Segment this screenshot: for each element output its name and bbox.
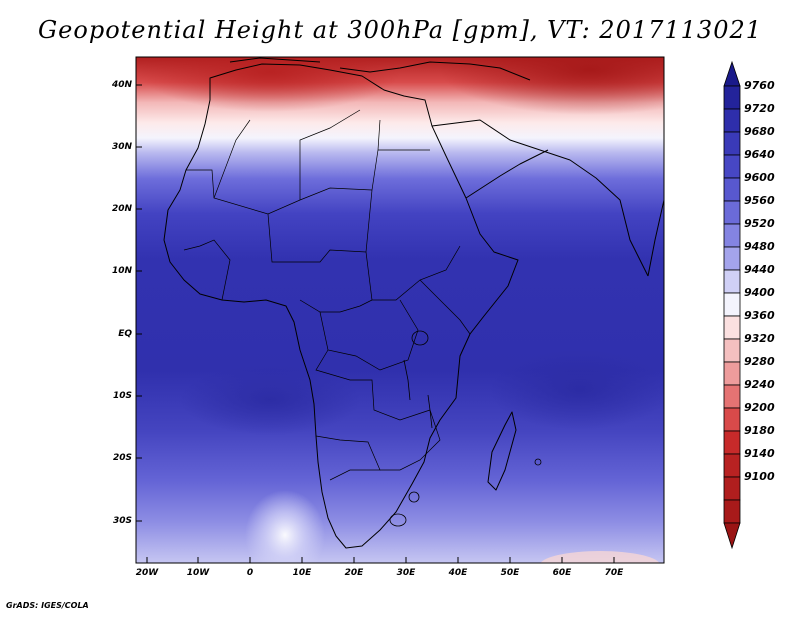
lat-label-40n: 40N <box>111 80 132 90</box>
lakes <box>389 330 542 527</box>
lon-label-60e: 60E <box>552 568 572 578</box>
country-borders <box>183 109 471 481</box>
lat-label-30n: 30N <box>111 142 132 152</box>
lon-label-70e: 70E <box>604 568 624 578</box>
colorbar-label-9360: 9360 <box>744 309 775 322</box>
colorbar-label-9760: 9760 <box>744 79 775 92</box>
height-field <box>136 57 664 563</box>
lon-label-50e: 50E <box>500 568 520 578</box>
colorbar-label-9480: 9480 <box>744 240 775 253</box>
credit-text: GrADS: IGES/COLA <box>6 601 89 610</box>
lat-label-30s: 30S <box>112 516 132 526</box>
lon-label-10w: 10W <box>186 568 210 578</box>
colorbar-label-9200: 9200 <box>744 401 775 414</box>
lon-label-20w: 20W <box>135 568 159 578</box>
lon-label-10e: 10E <box>292 568 312 578</box>
lat-label-eq: EQ <box>118 329 132 339</box>
colorbar-label-9280: 9280 <box>744 355 775 368</box>
coastlines <box>163 57 664 549</box>
lon-label-40e: 40E <box>448 568 468 578</box>
colorbar-label-9600: 9600 <box>744 171 775 184</box>
colorbar-label-9720: 9720 <box>744 102 775 115</box>
colorbar-label-9100: 9100 <box>744 470 775 483</box>
colorbar-label-9140: 9140 <box>744 447 775 460</box>
colorbar-label-9640: 9640 <box>744 148 775 161</box>
colorbar-label-9440: 9440 <box>744 263 775 276</box>
colorbar-label-9680: 9680 <box>744 125 775 138</box>
colorbar-label-9240: 9240 <box>744 378 775 391</box>
lon-label-20e: 20E <box>344 568 364 578</box>
lon-label-30e: 30E <box>396 568 416 578</box>
plot-frame <box>135 56 665 564</box>
map-title: Geopotential Height at 300hPa [gpm], VT:… <box>38 16 762 44</box>
lat-label-10s: 10S <box>112 391 132 401</box>
colorbar-label-9180: 9180 <box>744 424 775 437</box>
lat-label-20s: 20S <box>112 453 132 463</box>
lon-label-0: 0 <box>246 568 254 578</box>
lat-label-20n: 20N <box>111 204 132 214</box>
colorbar <box>723 60 741 550</box>
colorbar-label-9560: 9560 <box>744 194 775 207</box>
colorbar-label-9400: 9400 <box>744 286 775 299</box>
axis-ticks <box>136 84 615 563</box>
lat-label-10n: 10N <box>111 266 132 276</box>
colorbar-label-9320: 9320 <box>744 332 775 345</box>
colorbar-label-9520: 9520 <box>744 217 775 230</box>
